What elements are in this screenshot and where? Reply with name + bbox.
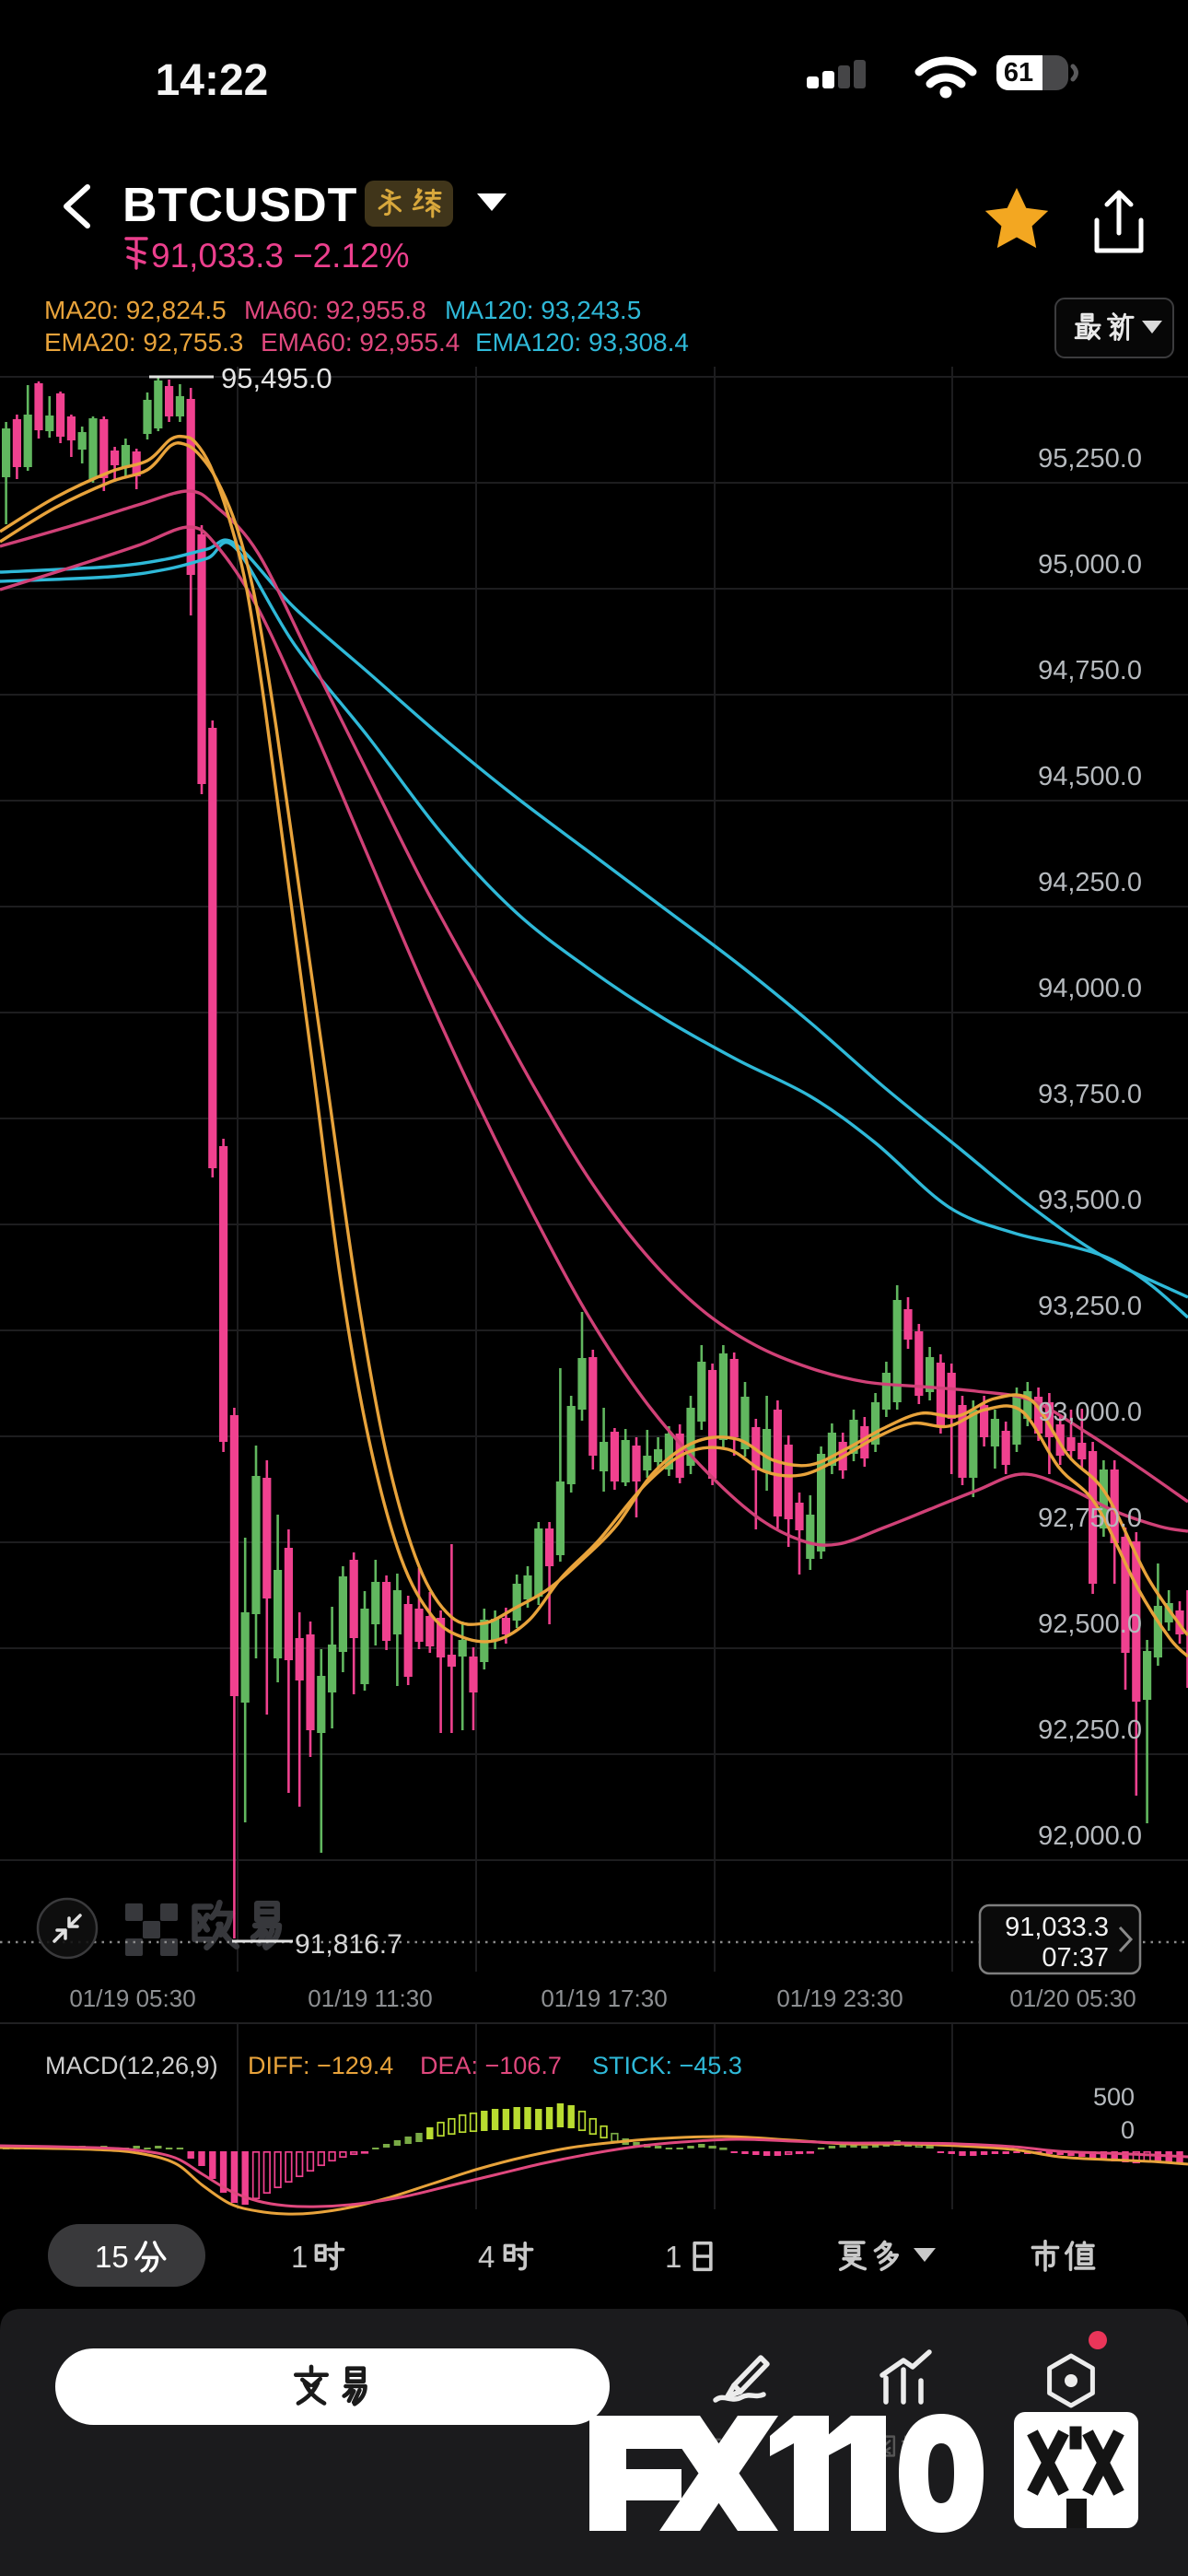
svg-text:STICK: −45.3: STICK: −45.3 <box>592 2052 742 2079</box>
svg-text:01/19 17:30: 01/19 17:30 <box>541 1985 667 2012</box>
svg-text:94,000.0: 94,000.0 <box>1038 974 1142 1003</box>
svg-text:01/19 11:30: 01/19 11:30 <box>308 1985 432 2012</box>
svg-text:92,000.0: 92,000.0 <box>1038 1821 1142 1851</box>
svg-text:EMA20: 92,755.3: EMA20: 92,755.3 <box>44 328 243 357</box>
svg-text:01/19 23:30: 01/19 23:30 <box>776 1985 903 2012</box>
svg-text:93,000.0: 93,000.0 <box>1038 1398 1142 1427</box>
svg-text:EMA60: 92,955.4: EMA60: 92,955.4 <box>261 328 460 357</box>
svg-text:DEA: −106.7: DEA: −106.7 <box>420 2052 562 2079</box>
svg-text:−2.12%: −2.12% <box>293 237 410 275</box>
svg-text:0: 0 <box>1121 2116 1135 2144</box>
svg-text:EMA120: 93,308.4: EMA120: 93,308.4 <box>475 328 689 357</box>
svg-text:01/20 05:30: 01/20 05:30 <box>1009 1985 1136 2012</box>
svg-text:95,250.0: 95,250.0 <box>1038 444 1142 474</box>
svg-text:14:22: 14:22 <box>156 56 269 105</box>
svg-text:91,033.3: 91,033.3 <box>1005 1913 1109 1942</box>
svg-text:DIFF: −129.4: DIFF: −129.4 <box>248 2052 393 2079</box>
svg-text:94,750.0: 94,750.0 <box>1038 656 1142 685</box>
svg-text:95,495.0: 95,495.0 <box>221 362 332 394</box>
svg-text:07:37: 07:37 <box>1042 1943 1109 1973</box>
svg-text:BTCUSDT: BTCUSDT <box>122 179 357 232</box>
svg-text:91,033.3: 91,033.3 <box>151 237 284 275</box>
svg-text:500: 500 <box>1093 2083 1135 2111</box>
svg-text:61: 61 <box>1004 58 1033 88</box>
svg-text:92,750.0: 92,750.0 <box>1038 1504 1142 1533</box>
svg-text:92,250.0: 92,250.0 <box>1038 1715 1142 1745</box>
svg-text:93,750.0: 93,750.0 <box>1038 1080 1142 1109</box>
svg-text:MA60: 92,955.8: MA60: 92,955.8 <box>244 296 426 324</box>
svg-text:95,000.0: 95,000.0 <box>1038 550 1142 580</box>
svg-text:1: 1 <box>665 2240 681 2274</box>
svg-text:15: 15 <box>95 2240 129 2274</box>
svg-text:94,500.0: 94,500.0 <box>1038 762 1142 791</box>
svg-text:01/19 05:30: 01/19 05:30 <box>69 1985 195 2012</box>
svg-text:1: 1 <box>291 2240 308 2274</box>
svg-text:4: 4 <box>478 2240 495 2274</box>
svg-text:MACD(12,26,9): MACD(12,26,9) <box>45 2052 218 2079</box>
svg-text:93,250.0: 93,250.0 <box>1038 1292 1142 1321</box>
svg-text:94,250.0: 94,250.0 <box>1038 868 1142 897</box>
svg-text:MA20: 92,824.5: MA20: 92,824.5 <box>44 296 227 324</box>
svg-text:93,500.0: 93,500.0 <box>1038 1186 1142 1215</box>
svg-text:91,816.7: 91,816.7 <box>295 1929 402 1960</box>
svg-text:92,500.0: 92,500.0 <box>1038 1610 1142 1639</box>
svg-text:MA120: 93,243.5: MA120: 93,243.5 <box>445 296 641 324</box>
